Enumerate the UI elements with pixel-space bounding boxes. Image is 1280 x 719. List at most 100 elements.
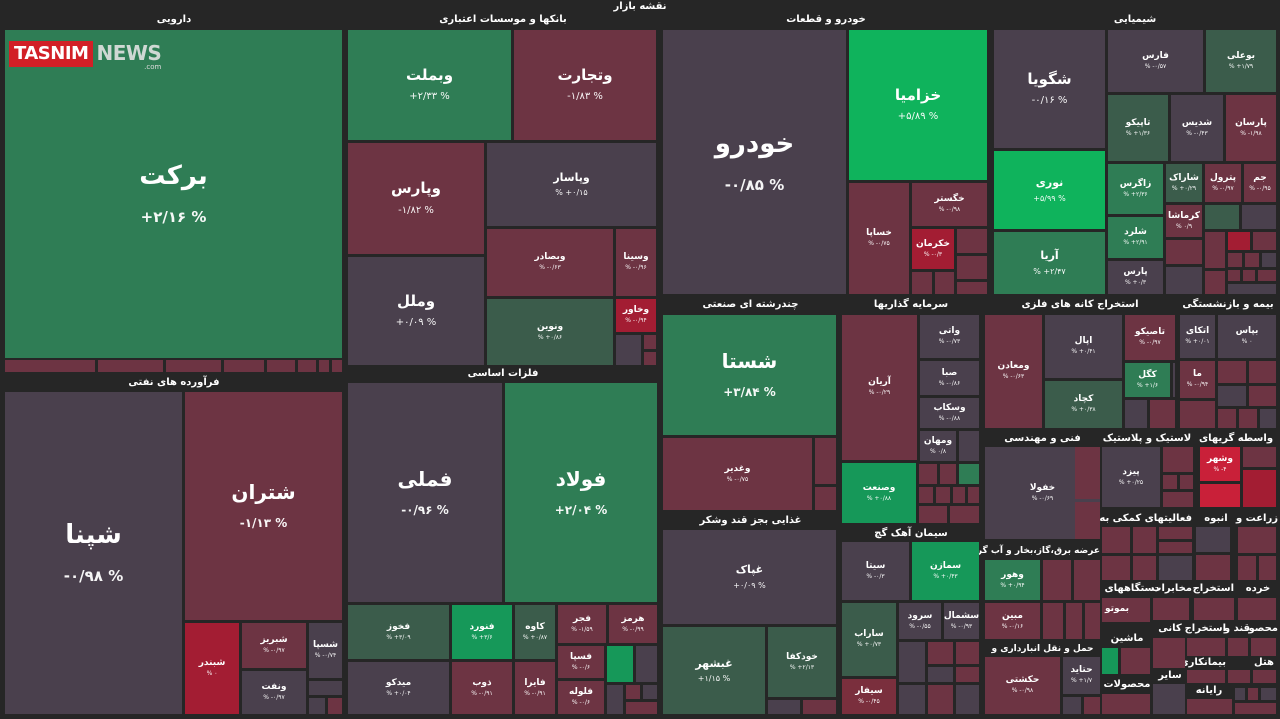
small-tile[interactable] (1133, 527, 1156, 553)
small-tile[interactable] (1196, 527, 1230, 552)
tile-khazamia[interactable]: خزامیا % ۵/۸۹+ (849, 30, 987, 180)
small-tile[interactable] (1228, 253, 1242, 267)
small-tile[interactable] (1205, 271, 1225, 294)
small-tile[interactable] (1205, 205, 1239, 229)
tile-shebandar[interactable]: شبندر ۰ % (185, 623, 239, 714)
small-tile[interactable] (1251, 638, 1276, 656)
small-tile[interactable] (309, 681, 342, 695)
small-tile[interactable] (957, 229, 987, 253)
small-tile[interactable] (1228, 270, 1240, 281)
small-tile[interactable] (328, 698, 342, 714)
tile-khodro[interactable]: خودرو % ۰/۸۵- (663, 30, 846, 294)
tile-vasina[interactable]: وسینا ۰/۹۶- % (616, 229, 656, 296)
tile-vamahan[interactable]: ومهان ۰/۸ % (920, 431, 956, 461)
small-tile[interactable] (968, 487, 979, 503)
tile-khesapa[interactable]: خساپا ۰/۷۵- % (849, 183, 909, 294)
small-tile[interactable] (1153, 638, 1185, 668)
small-tile[interactable] (928, 667, 953, 682)
small-tile[interactable] (1163, 475, 1177, 489)
tile-fanavard[interactable]: فنورد ۳/۶+ % (452, 605, 512, 659)
small-tile[interactable] (1150, 400, 1175, 428)
small-tile[interactable] (919, 464, 937, 484)
small-tile[interactable] (1102, 648, 1118, 674)
small-tile[interactable] (1159, 556, 1192, 580)
small-tile[interactable] (940, 464, 956, 484)
small-tile[interactable] (1261, 688, 1276, 700)
small-tile[interactable] (319, 360, 329, 372)
small-tile[interactable] (957, 282, 987, 294)
tile-atakai[interactable]: اتکای ۰/۰۱+ % (1180, 315, 1215, 358)
tile-sharad[interactable]: شلرد ۲/۹۱+ % (1108, 217, 1163, 258)
tile-tapiko2[interactable]: تاصیکو ۰/۹۷- % (1125, 315, 1175, 360)
tile-vaparsi[interactable]: وپارس % ۱/۸۲- (348, 143, 484, 254)
small-tile[interactable] (1218, 409, 1236, 428)
tile-hatayd[interactable]: حتاید ۱/۷+ % (1063, 657, 1100, 694)
small-tile[interactable] (1153, 684, 1185, 714)
tile-bapas[interactable]: بپاس ۰ % (1218, 315, 1276, 358)
tile-petrol[interactable]: پترول ۰/۹۷- % (1205, 164, 1241, 202)
tile-pars[interactable]: پارس ۰/۳+ % (1108, 261, 1163, 294)
small-tile[interactable] (1238, 556, 1256, 580)
small-tile[interactable] (950, 506, 979, 523)
small-tile[interactable] (768, 700, 800, 714)
small-tile[interactable] (5, 360, 95, 372)
small-tile[interactable] (98, 360, 163, 372)
small-tile[interactable] (928, 642, 953, 664)
tile-shaspa[interactable]: شسپا ۰/۷۴- % (309, 623, 342, 678)
tile-shasta[interactable]: شستا % ۳/۸۴+ (663, 315, 836, 435)
tile-shabriz[interactable]: شبریز ۰/۹۷- % (242, 623, 306, 668)
small-tile[interactable] (1196, 555, 1230, 580)
small-tile[interactable] (644, 335, 656, 349)
small-tile[interactable] (899, 642, 925, 682)
small-tile[interactable] (1075, 447, 1100, 499)
tile-zob[interactable]: ذوب ۰/۹۱- % (452, 662, 512, 714)
tile-kermasha[interactable]: کرماشا ۰/۹ % (1166, 205, 1202, 237)
small-tile[interactable] (815, 487, 836, 510)
small-tile[interactable] (1166, 240, 1202, 264)
small-tile[interactable] (815, 438, 836, 484)
tile-vaskab[interactable]: وسکاب ۰/۸۸- % (920, 398, 979, 428)
tile-vashahr[interactable]: وشهر ۴- % (1200, 447, 1240, 481)
tile-fajr[interactable]: فجر ۱/۵۹- % (558, 605, 606, 643)
small-tile[interactable] (1200, 484, 1240, 507)
small-tile[interactable] (1245, 253, 1259, 267)
small-tile[interactable] (1243, 470, 1276, 507)
small-tile[interactable] (953, 487, 965, 503)
tile-vaghadir[interactable]: وغدیر ۰/۷۵- % (663, 438, 812, 510)
tile-shapna[interactable]: شپنا % ۰/۹۸- (5, 392, 182, 714)
tile-khegostar[interactable]: خگستر ۰/۹۸- % (912, 183, 987, 226)
small-tile[interactable] (1239, 409, 1257, 428)
small-tile[interactable] (956, 667, 979, 682)
small-tile[interactable] (935, 272, 954, 294)
small-tile[interactable] (912, 272, 932, 294)
small-tile[interactable] (1074, 560, 1100, 600)
small-tile[interactable] (919, 487, 933, 503)
small-tile[interactable] (1260, 409, 1276, 428)
tile-samazan[interactable]: سمازن ۰/۴۳+ % (912, 542, 979, 600)
small-tile[interactable] (1218, 361, 1246, 383)
tile-jam[interactable]: جم ۰/۹۵- % (1244, 164, 1276, 202)
tile-vabemellat[interactable]: وبملت % ۲/۳۳+ (348, 30, 511, 140)
small-tile[interactable] (899, 685, 925, 714)
tile-fakhooz[interactable]: فخوز ۳/۰۹+ % (348, 605, 449, 659)
tile-tapiko[interactable]: تاپیکو ۱/۳۶+ % (1108, 95, 1168, 161)
small-tile[interactable] (1243, 447, 1276, 467)
tile-batoo[interactable]: بموتو (1102, 598, 1132, 622)
small-tile[interactable] (1125, 400, 1147, 428)
small-tile[interactable] (936, 487, 950, 503)
small-tile[interactable] (1043, 560, 1071, 600)
small-tile[interactable] (1228, 670, 1250, 683)
small-tile[interactable] (1228, 638, 1248, 656)
tile-vatejarat[interactable]: وتجارت % ۱/۸۳- (514, 30, 656, 140)
small-tile[interactable] (626, 685, 640, 699)
small-tile[interactable] (1102, 694, 1150, 714)
small-tile[interactable] (1253, 670, 1276, 683)
small-tile[interactable] (1262, 253, 1276, 267)
small-tile[interactable] (1249, 386, 1276, 406)
tile-vamaaden[interactable]: ومعادن ۰/۶۳- % (985, 315, 1042, 428)
tile-ghpak[interactable]: غپاک % ۰/۰۹+ (663, 530, 836, 624)
small-tile[interactable] (1187, 670, 1225, 683)
tile-barekat[interactable]: برکت % ۲/۱۶+ (5, 30, 342, 358)
tile-shatran[interactable]: شتران % ۱/۱۳- (185, 392, 342, 620)
small-tile[interactable] (1159, 527, 1192, 539)
